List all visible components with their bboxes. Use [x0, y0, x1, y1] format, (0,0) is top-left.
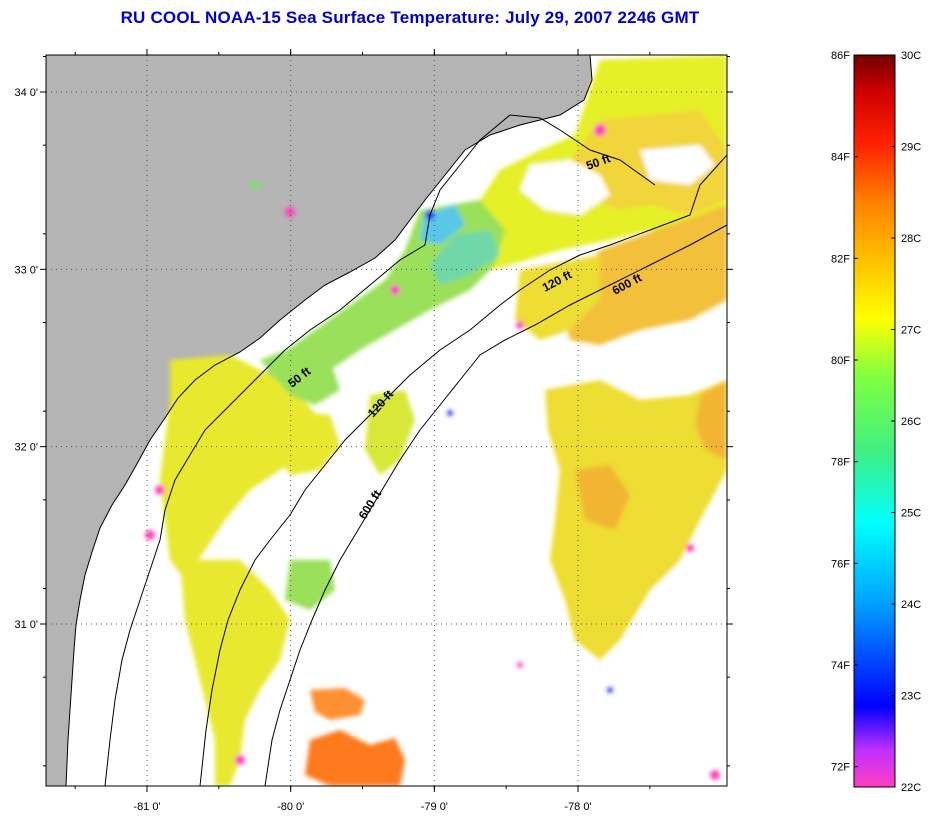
colorbar-f-label: 82F — [831, 253, 850, 265]
map-frame — [45, 54, 728, 787]
lon-tick-label: -78 0' — [564, 801, 591, 813]
map-title: RU COOL NOAA-15 Sea Surface Temperature:… — [120, 8, 700, 27]
lon-tick-label: -79 0' — [421, 801, 448, 813]
lat-tick-label: 32 0' — [14, 442, 38, 454]
colorbar-f-label: 74F — [831, 660, 850, 672]
sst-data-layer — [145, 55, 727, 786]
colorbar — [853, 54, 896, 788]
colorbar-c-label: 28C — [901, 233, 921, 245]
colorbar-f-label: 78F — [831, 457, 850, 469]
lat-tick-label: 31 0' — [14, 619, 38, 631]
lon-tick-label: -80 0' — [277, 801, 304, 813]
coastline — [65, 55, 593, 786]
axis-ticks: 34 0' 33 0' 32 0' 31 0' -81 0' -80 0' -79 0' -7… — [14, 49, 733, 813]
colorbar-c-label: 30C — [901, 50, 921, 62]
graticule — [46, 55, 727, 786]
lat-tick-label: 33 0' — [14, 264, 38, 276]
colorbar-c-label: 23C — [901, 691, 921, 703]
colorbar-c-label: 27C — [901, 325, 921, 337]
isobath-120ft — [199, 154, 727, 786]
colorbar-f-label: 80F — [831, 355, 850, 367]
colorbar-f-label: 86F — [831, 50, 850, 62]
isobath-50ft — [104, 114, 656, 786]
colorbar-c-label: 29C — [901, 142, 921, 154]
land-mass — [46, 55, 592, 786]
colorbar-c-label: 22C — [901, 782, 921, 794]
colorbar-c-label: 24C — [901, 599, 921, 611]
colorbar-c-label: 26C — [901, 416, 921, 428]
colorbar-c-label: 25C — [901, 508, 921, 520]
isobath-600ft — [264, 224, 727, 786]
colorbar-labels: 30C 29C 28C 27C 26C 25C 24C 23C 22C 86F 84F 82F 80F 7… — [831, 50, 921, 794]
lat-tick-label: 34 0' — [14, 87, 38, 99]
lon-tick-label: -81 0' — [133, 801, 160, 813]
colorbar-f-label: 72F — [831, 762, 850, 774]
colorbar-f-label: 84F — [831, 152, 850, 164]
colorbar-f-label: 76F — [831, 558, 850, 570]
